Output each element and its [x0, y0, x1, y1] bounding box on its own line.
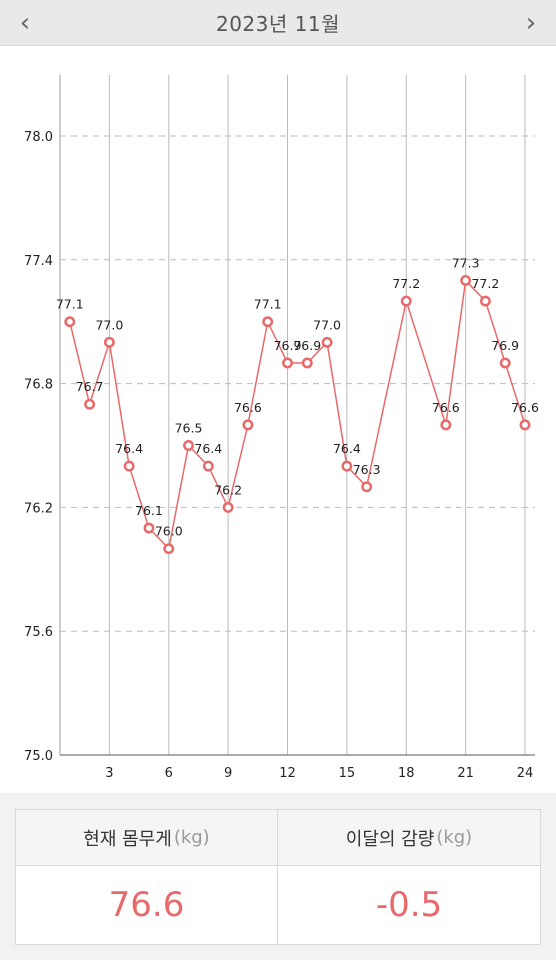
data-point-marker: [400, 295, 412, 307]
data-point-marker: [103, 336, 115, 348]
summary-area: 현재 몸무게 (kg) 이달의 감량 (kg) 76.6 -0.5: [0, 793, 556, 960]
y-tick-label: 75.0: [24, 749, 53, 764]
data-point-label: 76.1: [135, 503, 163, 518]
x-tick-label: 15: [339, 766, 356, 781]
prev-month-button[interactable]: ‹: [0, 0, 50, 45]
data-point-marker: [341, 460, 353, 472]
data-point-marker: [64, 316, 76, 328]
data-point-marker: [163, 543, 175, 555]
data-point-marker: [282, 357, 293, 369]
data-point-marker: [183, 440, 194, 451]
y-tick-label: 77.4: [24, 254, 53, 269]
next-month-button[interactable]: ›: [506, 0, 556, 45]
data-point-label: 76.7: [76, 379, 104, 394]
data-point-marker: [440, 419, 452, 431]
data-point-marker: [479, 295, 491, 307]
data-point-marker: [321, 336, 333, 348]
data-point-label: 77.2: [471, 276, 499, 291]
data-point-label: 76.9: [491, 338, 519, 353]
data-point-label: 76.5: [175, 421, 203, 436]
data-point-label: 76.9: [293, 338, 321, 353]
data-point-label: 76.4: [115, 441, 143, 456]
data-point-label: 76.9: [274, 338, 302, 353]
data-point-label: 77.1: [254, 297, 282, 312]
data-point-marker: [242, 419, 254, 431]
weight-summary-table: 현재 몸무게 (kg) 이달의 감량 (kg) 76.6 -0.5: [15, 809, 541, 945]
data-point-marker: [123, 460, 135, 472]
x-tick-label: 9: [224, 766, 232, 781]
data-point-marker: [84, 398, 96, 410]
data-point-label: 76.4: [194, 441, 222, 456]
current-weight-header: 현재 몸무게 (kg): [16, 810, 278, 865]
data-point-marker: [202, 460, 214, 472]
x-tick-label: 21: [457, 766, 474, 781]
data-point-marker: [262, 316, 274, 328]
data-point-label: 77.2: [392, 276, 420, 291]
data-point-label: 76.2: [214, 482, 242, 497]
summary-header-row: 현재 몸무게 (kg) 이달의 감량 (kg): [16, 810, 540, 866]
data-point-label: 76.6: [234, 400, 262, 415]
data-point-label: 77.0: [95, 317, 123, 332]
data-point-marker: [519, 419, 531, 431]
data-point-marker: [222, 501, 234, 513]
monthly-change-header: 이달의 감량 (kg): [278, 810, 540, 865]
data-point-label: 76.3: [353, 462, 381, 477]
current-weight-value: 76.6: [16, 866, 278, 944]
y-tick-label: 76.2: [24, 501, 53, 516]
data-point-marker: [301, 357, 313, 369]
y-tick-label: 78.0: [24, 130, 53, 145]
monthly-change-unit: (kg): [436, 827, 473, 848]
current-weight-label: 현재 몸무게: [83, 828, 172, 850]
data-point-label: 76.4: [333, 441, 361, 456]
x-tick-label: 18: [398, 766, 415, 781]
data-point-marker: [143, 522, 155, 534]
data-point-label: 76.6: [511, 400, 539, 415]
current-weight-unit: (kg): [173, 827, 210, 848]
month-title: 2023년 11월: [215, 12, 340, 36]
x-tick-label: 6: [165, 766, 173, 781]
weight-series-line: [69, 278, 526, 551]
monthly-change-value: -0.5: [375, 885, 443, 925]
x-tick-label: 3: [105, 766, 113, 781]
x-tick-label: 12: [279, 766, 296, 781]
chevron-right-icon: ›: [525, 7, 537, 38]
data-point-label: 77.0: [313, 317, 341, 332]
data-point-marker: [460, 274, 472, 286]
data-point-marker: [361, 481, 373, 493]
chevron-left-icon: ‹: [19, 7, 31, 38]
y-tick-label: 75.6: [24, 625, 53, 640]
data-point-marker: [499, 357, 511, 369]
month-header: ‹ 2023년 11월 ›: [0, 0, 556, 46]
monthly-change-label: 이달의 감량: [345, 828, 435, 850]
y-tick-label: 76.8: [24, 378, 53, 393]
weight-line-chart: 75.0 75.6 76.2 76.8 77.4 78.0 3 6 9 12 15 18 21 24 77.…: [24, 75, 539, 781]
data-point-label: 76.0: [155, 524, 183, 539]
data-point-label: 77.3: [452, 255, 480, 270]
x-tick-label: 24: [517, 766, 534, 781]
data-point-label: 76.6: [432, 400, 460, 415]
data-point-label: 77.1: [56, 297, 84, 312]
